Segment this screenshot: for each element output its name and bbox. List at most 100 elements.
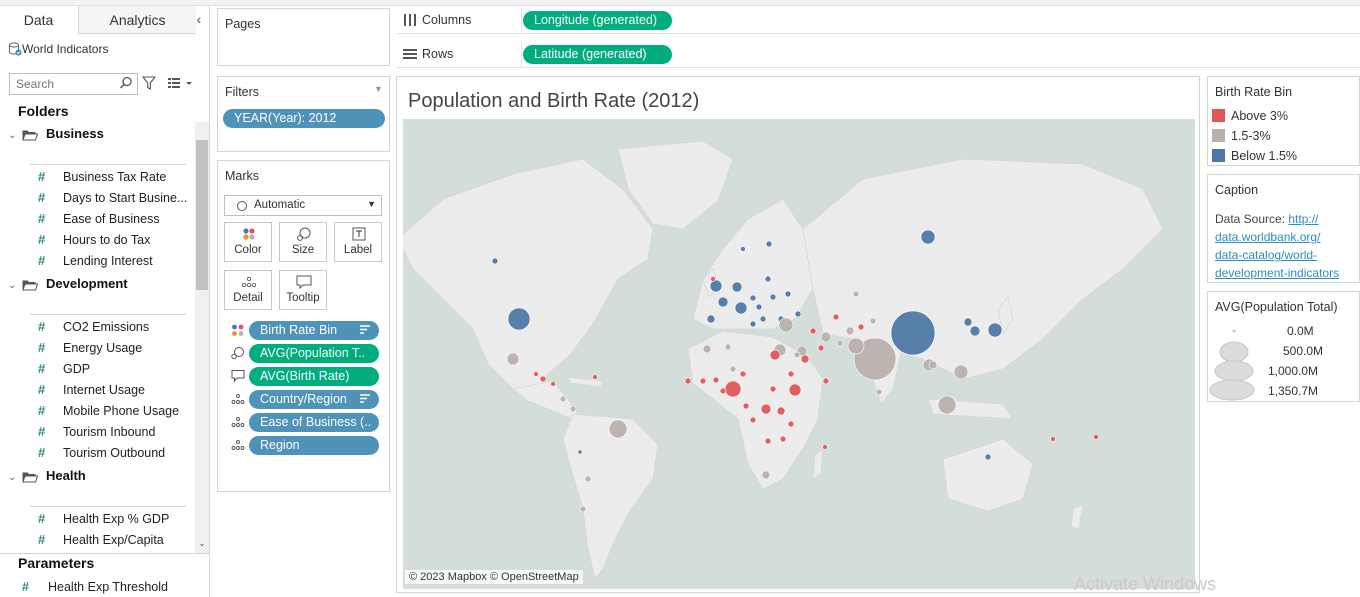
size-legend[interactable]: AVG(Population Total) 0.0M 500.0M 1,000.… — [1207, 291, 1360, 402]
size-value: 1,350.7M — [1268, 384, 1319, 398]
tab-analytics[interactable]: Analytics — [78, 6, 196, 34]
marks-pill-ease-of-business[interactable]: Ease of Business (.. — [249, 413, 379, 432]
series-above-3[interactable] — [533, 276, 1099, 450]
collapse-pane-icon[interactable]: ‹ — [196, 11, 202, 27]
folder-icon — [22, 130, 38, 141]
field-co2-emissions[interactable]: # CO2 Emissions — [38, 316, 149, 337]
columns-pill-longitude[interactable]: Longitude (generated) — [523, 11, 672, 30]
pages-card[interactable]: Pages — [217, 8, 390, 66]
field-gdp[interactable]: # GDP — [38, 358, 90, 379]
marks-pill-country-region[interactable]: Country/Region — [249, 390, 379, 409]
datasource-name[interactable]: World Indicators — [22, 42, 109, 56]
scroll-down-icon[interactable]: ⌄ — [198, 538, 206, 548]
data-point — [779, 435, 787, 443]
filters-menu-icon[interactable]: ▼ — [374, 84, 383, 94]
filter-pill-year[interactable]: YEAR(Year): 2012 — [223, 109, 385, 128]
measure-icon: # — [38, 382, 46, 397]
field-label: Lending Interest — [63, 254, 153, 268]
list-view-icon[interactable] — [167, 76, 193, 90]
data-point — [920, 229, 936, 245]
legend-item-1-5-to-3[interactable]: 1.5-3% — [1212, 127, 1271, 145]
columns-shelf[interactable]: Columns Longitude (generated) — [396, 8, 1360, 34]
field-business-tax-rate[interactable]: # Business Tax Rate — [38, 166, 166, 187]
data-point — [845, 326, 855, 336]
measure-icon: # — [22, 580, 29, 594]
field-energy-usage[interactable]: # Energy Usage — [38, 337, 142, 358]
marks-pill-birth-rate-bin[interactable]: Birth Rate Bin — [249, 321, 379, 340]
map-attribution[interactable]: © 2023 Mapbox © OpenStreetMap — [405, 570, 583, 584]
search-icon[interactable] — [119, 76, 133, 90]
field-ease-of-business[interactable]: # Ease of Business — [38, 208, 160, 229]
measure-icon: # — [38, 445, 46, 460]
field-health-exp-capita[interactable]: # Health Exp/Capita — [38, 529, 164, 550]
marks-pill-avg-birth-rate[interactable]: AVG(Birth Rate) — [249, 367, 379, 386]
field-label: Tourism Outbound — [63, 446, 166, 460]
mark-type-value: Automatic — [254, 199, 306, 211]
data-point — [506, 352, 520, 366]
legend-swatch — [1212, 149, 1225, 162]
data-point — [579, 505, 587, 513]
field-internet-usage[interactable]: # Internet Usage — [38, 379, 145, 400]
field-label: Business Tax Rate — [63, 170, 167, 184]
folder-label: Business — [46, 126, 104, 141]
caption-prefix: Data Source: — [1215, 212, 1289, 226]
tab-data[interactable]: Data — [0, 6, 77, 34]
data-point — [928, 360, 938, 370]
map-view[interactable]: © 2023 Mapbox © OpenStreetMap — [403, 119, 1195, 589]
data-point — [769, 293, 777, 301]
caption-link[interactable]: http:// data.worldbank.org/data-catalog/w… — [1215, 212, 1339, 280]
button-label: Tooltip — [286, 292, 320, 304]
worksheet-title[interactable]: Population and Birth Rate (2012) — [408, 90, 700, 112]
world-map[interactable] — [403, 119, 1195, 589]
marks-size-button[interactable]: Size — [279, 222, 327, 262]
marks-detail-button[interactable]: Detail — [224, 270, 272, 310]
measure-icon: # — [38, 190, 46, 205]
rows-pill-latitude[interactable]: Latitude (generated) — [523, 45, 672, 64]
data-point — [787, 420, 795, 428]
parameters-heading: Parameters — [18, 555, 95, 571]
filter-icon[interactable] — [142, 76, 156, 90]
divider — [30, 164, 186, 165]
series-1-5-to-3[interactable] — [506, 290, 969, 513]
field-label: Health Exp % GDP — [63, 512, 170, 526]
color-legend[interactable]: Birth Rate Bin Above 3% 1.5-3% Below 1.5… — [1207, 76, 1360, 166]
chevron-down-icon[interactable]: ▼ — [367, 199, 376, 209]
field-health-exp-gdp[interactable]: # Health Exp % GDP — [38, 508, 169, 529]
field-tourism-inbound[interactable]: # Tourism Inbound — [38, 421, 155, 442]
search-field[interactable] — [9, 73, 138, 95]
size-legend-item: 1,350.7M — [1208, 379, 1358, 402]
folder-health[interactable]: ⌄ Health — [8, 466, 86, 486]
button-label: Label — [343, 244, 373, 256]
marks-pill-avg-population[interactable]: AVG(Population T.. — [249, 344, 379, 363]
folder-development[interactable]: ⌄ Development — [8, 274, 128, 294]
marks-color-button[interactable]: Color — [224, 222, 272, 262]
chevron-down-icon[interactable]: ⌄ — [8, 130, 17, 141]
field-label: Health Exp/Capita — [63, 533, 164, 547]
field-mobile-phone-usage[interactable]: # Mobile Phone Usage — [38, 400, 179, 421]
marks-tooltip-button[interactable]: Tooltip — [279, 270, 327, 310]
folder-icon — [22, 280, 38, 291]
chevron-down-icon[interactable]: ⌄ — [8, 280, 17, 291]
filters-card[interactable]: Filters YEAR(Year): 2012 — [217, 76, 390, 152]
folder-business[interactable]: ⌄ Business — [8, 124, 104, 144]
legend-item-below-1-5[interactable]: Below 1.5% — [1212, 147, 1297, 165]
marks-pill-region[interactable]: Region — [249, 436, 379, 455]
data-point — [592, 374, 598, 380]
chevron-down-icon[interactable]: ⌄ — [8, 472, 17, 483]
field-tourism-outbound[interactable]: # Tourism Outbound — [38, 442, 165, 463]
data-point — [793, 351, 801, 359]
data-point — [533, 371, 539, 377]
field-hours-to-do-tax[interactable]: # Hours to do Tax — [38, 229, 150, 250]
button-label: Size — [291, 244, 315, 256]
search-input[interactable] — [10, 74, 115, 94]
series-below-1-5[interactable] — [491, 229, 1003, 461]
folders-heading: Folders — [18, 103, 69, 119]
parameter-health-exp-threshold[interactable]: # Health Exp Threshold — [22, 578, 168, 596]
mark-type-dropdown[interactable]: Automatic ▼ — [224, 195, 382, 216]
rows-shelf[interactable]: Rows Latitude (generated) — [396, 42, 1360, 68]
field-lending-interest[interactable]: # Lending Interest — [38, 250, 153, 271]
marks-label-button[interactable]: Label — [334, 222, 382, 262]
field-days-to-start-business[interactable]: # Days to Start Busine... — [38, 187, 187, 208]
legend-item-above-3[interactable]: Above 3% — [1212, 107, 1288, 125]
scrollbar-thumb[interactable] — [196, 140, 208, 290]
